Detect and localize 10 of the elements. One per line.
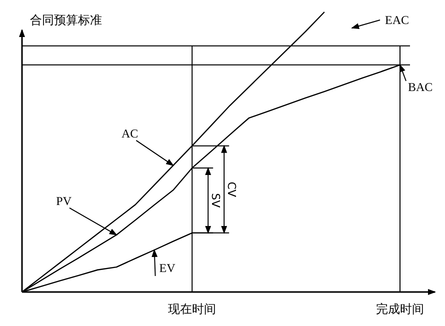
annotation: BAC bbox=[408, 80, 433, 94]
y-axis-title: 合同预算标准 bbox=[30, 13, 102, 27]
annotation: EAC bbox=[385, 13, 409, 27]
x-tick-label: 现在时间 bbox=[168, 302, 216, 316]
annotation: PV bbox=[56, 194, 72, 208]
annotation: SV bbox=[209, 193, 222, 208]
annotation: EV bbox=[159, 261, 176, 275]
annotation: CV bbox=[225, 182, 238, 198]
x-tick-label: 完成时间 bbox=[376, 302, 424, 316]
annotation: AC bbox=[122, 126, 138, 140]
